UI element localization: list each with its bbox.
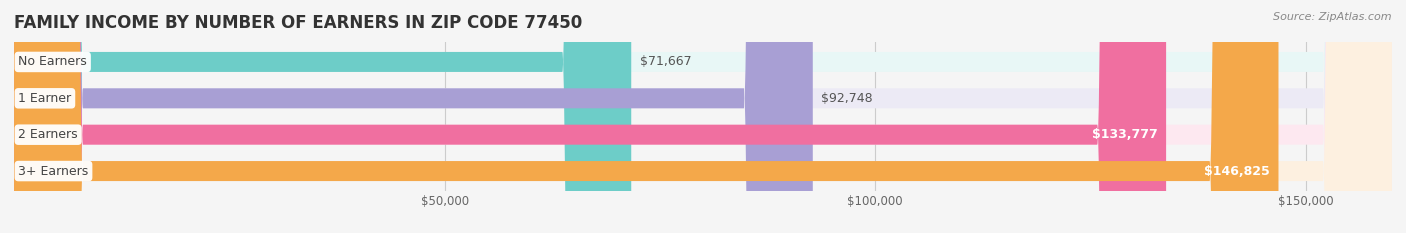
Text: $92,748: $92,748 <box>821 92 873 105</box>
FancyBboxPatch shape <box>14 0 1392 233</box>
FancyBboxPatch shape <box>14 0 1392 233</box>
FancyBboxPatch shape <box>14 0 1166 233</box>
Text: 3+ Earners: 3+ Earners <box>18 164 89 178</box>
FancyBboxPatch shape <box>14 0 631 233</box>
Text: 2 Earners: 2 Earners <box>18 128 77 141</box>
FancyBboxPatch shape <box>14 0 1392 233</box>
Text: FAMILY INCOME BY NUMBER OF EARNERS IN ZIP CODE 77450: FAMILY INCOME BY NUMBER OF EARNERS IN ZI… <box>14 14 582 32</box>
Text: Source: ZipAtlas.com: Source: ZipAtlas.com <box>1274 12 1392 22</box>
Text: 1 Earner: 1 Earner <box>18 92 72 105</box>
Text: $133,777: $133,777 <box>1091 128 1157 141</box>
FancyBboxPatch shape <box>14 0 813 233</box>
Text: No Earners: No Earners <box>18 55 87 69</box>
FancyBboxPatch shape <box>14 0 1278 233</box>
Text: $71,667: $71,667 <box>640 55 692 69</box>
FancyBboxPatch shape <box>14 0 1392 233</box>
Text: $146,825: $146,825 <box>1204 164 1270 178</box>
